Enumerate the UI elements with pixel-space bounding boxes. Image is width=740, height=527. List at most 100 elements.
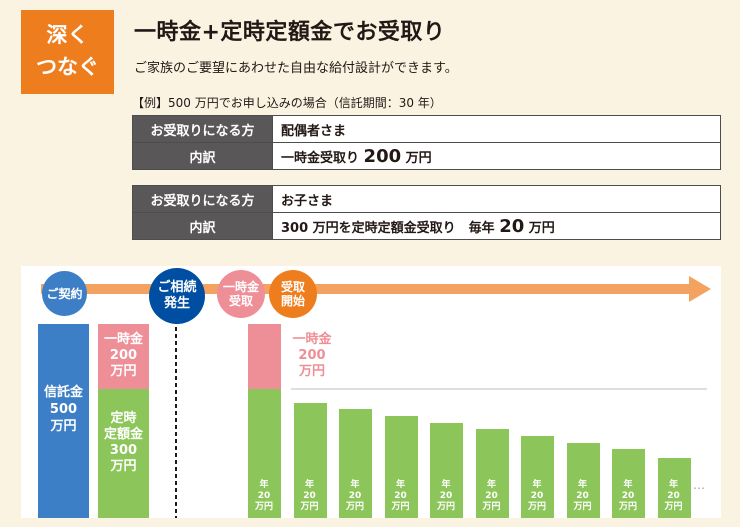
trust-block: 信託金 500 万円 xyxy=(38,324,89,518)
example-caption: 【例】500 万円でお申し込みの場合（信託期間：30 年） xyxy=(132,96,442,110)
lump-right-label-2: 200 xyxy=(298,348,326,363)
periodic-label-3: 300 xyxy=(109,443,138,458)
lump-right-label-3: 万円 xyxy=(298,364,325,379)
annual-bar-label: 年 20 万円 xyxy=(521,480,553,513)
annual-bar xyxy=(248,389,281,518)
annual-bar-label-line-3: 万円 xyxy=(300,502,319,512)
trust-label-1: 信託金 xyxy=(43,385,83,400)
lump-left-label-2: 200 xyxy=(109,348,138,363)
annual-bar-label-line-2: 20 xyxy=(576,491,589,501)
annual-bar-label-line-2: 20 xyxy=(348,491,362,501)
annual-bar-label-line-1: 年 xyxy=(395,480,405,490)
annual-bar-label: 年 20 万円 xyxy=(339,480,371,513)
annual-bar-label: 年 20 万円 xyxy=(476,480,508,513)
inheritance-marker: ご相続 発生 xyxy=(149,268,205,324)
annual-bar xyxy=(657,458,691,518)
breakdown-amount: 200 xyxy=(363,145,402,167)
timeline-chart: ご契約 ご相続 発生 一時金 受取 受取 開始 信託金 500 万円 一時金 200 … xyxy=(21,266,721,518)
recipient-header: お受取りになる方 xyxy=(132,185,273,213)
lump-right-block xyxy=(248,324,281,389)
badge-line-2: つなぐ xyxy=(36,55,99,79)
breakdown-header: 内訳 xyxy=(132,142,273,170)
annual-bar xyxy=(475,429,509,518)
annual-bar-label: 年 20 万円 xyxy=(248,480,280,513)
timeline-arrow-shaft xyxy=(41,284,691,294)
annual-bar-label-line-2: 20 xyxy=(439,491,453,501)
annual-bar-label-line-3: 万円 xyxy=(527,502,546,512)
periodic-label-4: 万円 xyxy=(110,459,137,474)
annual-bar-label-line-1: 年 xyxy=(441,480,451,490)
inheritance-label-2: 発生 xyxy=(163,296,190,311)
annual-bar-label: 年 20 万円 xyxy=(658,480,690,513)
contract-label: ご契約 xyxy=(46,286,83,301)
recipient-header: お受取りになる方 xyxy=(132,115,273,143)
lump-right-label: 一時金 200 万円 xyxy=(287,332,337,380)
annual-bar-label-line-3: 万円 xyxy=(391,502,410,512)
inheritance-label-1: ご相続 xyxy=(157,280,197,295)
badge-line-1: 深く xyxy=(46,23,89,47)
annual-bar-label-line-1: 年 xyxy=(623,480,633,490)
annual-bar-label-line-3: 万円 xyxy=(573,502,592,512)
lump-right-label-1: 一時金 xyxy=(292,332,332,347)
annual-bar-label-line-1: 年 xyxy=(486,480,496,490)
annual-bar-label: 年 20 万円 xyxy=(385,480,417,513)
periodic-label-2: 定額金 xyxy=(103,427,143,442)
page-subtitle: ご家族のご要望にあわせた自由な給付設計ができます。 xyxy=(134,61,458,76)
annual-bar-label: 年 20 万円 xyxy=(612,480,644,513)
annual-bar-label-line-1: 年 xyxy=(350,480,360,490)
breakdown-prefix: 300 万円を定時定額金受取り 毎年 xyxy=(281,220,495,236)
breakdown-amount: 20 xyxy=(499,215,525,237)
recipient-value: お子さま xyxy=(272,185,721,213)
annual-bar xyxy=(384,416,418,518)
start-marker: 受取 開始 xyxy=(269,270,317,318)
lump-left-label-3: 万円 xyxy=(110,364,137,379)
annual-bar-label-line-3: 万円 xyxy=(436,502,455,512)
page-title: 一時金+定時定額金でお受取り xyxy=(134,20,446,45)
annual-bar-label-line-3: 万円 xyxy=(254,502,273,512)
annual-bar-label-line-3: 万円 xyxy=(345,502,364,512)
periodic-block: 定時 定額金 300 万円 xyxy=(98,389,149,518)
badge: 深く つなぐ xyxy=(21,10,114,94)
lump-label-1: 一時金 xyxy=(222,280,259,294)
annual-bar-label-line-2: 20 xyxy=(485,491,498,501)
timeline-arrow-head xyxy=(689,276,711,302)
annual-bar-label-line-2: 20 xyxy=(394,491,407,501)
breakdown-unit: 万円 xyxy=(528,220,555,236)
annual-bar-label: 年 20 万円 xyxy=(567,480,599,513)
annual-bar-label: 年 20 万円 xyxy=(294,480,326,513)
contract-marker: ご契約 xyxy=(42,271,87,316)
annual-bar-label-line-2: 20 xyxy=(303,491,316,501)
start-label-2: 開始 xyxy=(280,294,305,308)
breakdown-header: 内訳 xyxy=(132,212,273,240)
annual-bar-label-line-1: 年 xyxy=(532,480,542,490)
breakdown-prefix: 一時金受取り xyxy=(281,150,360,166)
breakdown-unit: 万円 xyxy=(405,150,432,166)
breakdown-value: 300 万円を定時定額金受取り 毎年 20 万円 xyxy=(272,212,721,240)
spouse-table: お受取りになる方 配偶者さま 内訳 一時金受取り 200 万円 xyxy=(132,115,721,170)
annual-bar xyxy=(339,409,372,518)
annual-bar-label-line-1: 年 xyxy=(304,480,314,490)
breakdown-value: 一時金受取り 200 万円 xyxy=(272,142,721,170)
continuation-ellipsis: … xyxy=(693,478,705,492)
start-label-1: 受取 xyxy=(280,280,305,294)
lump-marker: 一時金 受取 xyxy=(217,270,265,318)
annual-bar-label-line-3: 万円 xyxy=(618,502,637,512)
lump-label-2: 受取 xyxy=(228,294,253,308)
annual-bar-label-line-1: 年 xyxy=(259,480,269,490)
annual-bar xyxy=(612,449,645,518)
annual-bar-label-line-3: 万円 xyxy=(482,502,501,512)
annual-bar-label-line-2: 20 xyxy=(667,491,680,501)
trust-label-2: 500 xyxy=(49,402,78,417)
annual-bar-label-line-2: 20 xyxy=(530,491,544,501)
annual-bar-label-line-1: 年 xyxy=(668,480,678,490)
annual-bar-label-line-2: 20 xyxy=(621,491,635,501)
annual-bar xyxy=(521,436,554,518)
periodic-label-1: 定時 xyxy=(110,411,137,426)
child-table: お受取りになる方 お子さま 内訳 300 万円を定時定額金受取り 毎年 20 万… xyxy=(132,185,721,240)
annual-bar-label-line-3: 万円 xyxy=(664,502,683,512)
recipient-value: 配偶者さま xyxy=(272,115,721,143)
annual-bar-label-line-1: 年 xyxy=(577,480,587,490)
trust-label-3: 万円 xyxy=(50,419,77,434)
annual-bar xyxy=(430,423,463,518)
